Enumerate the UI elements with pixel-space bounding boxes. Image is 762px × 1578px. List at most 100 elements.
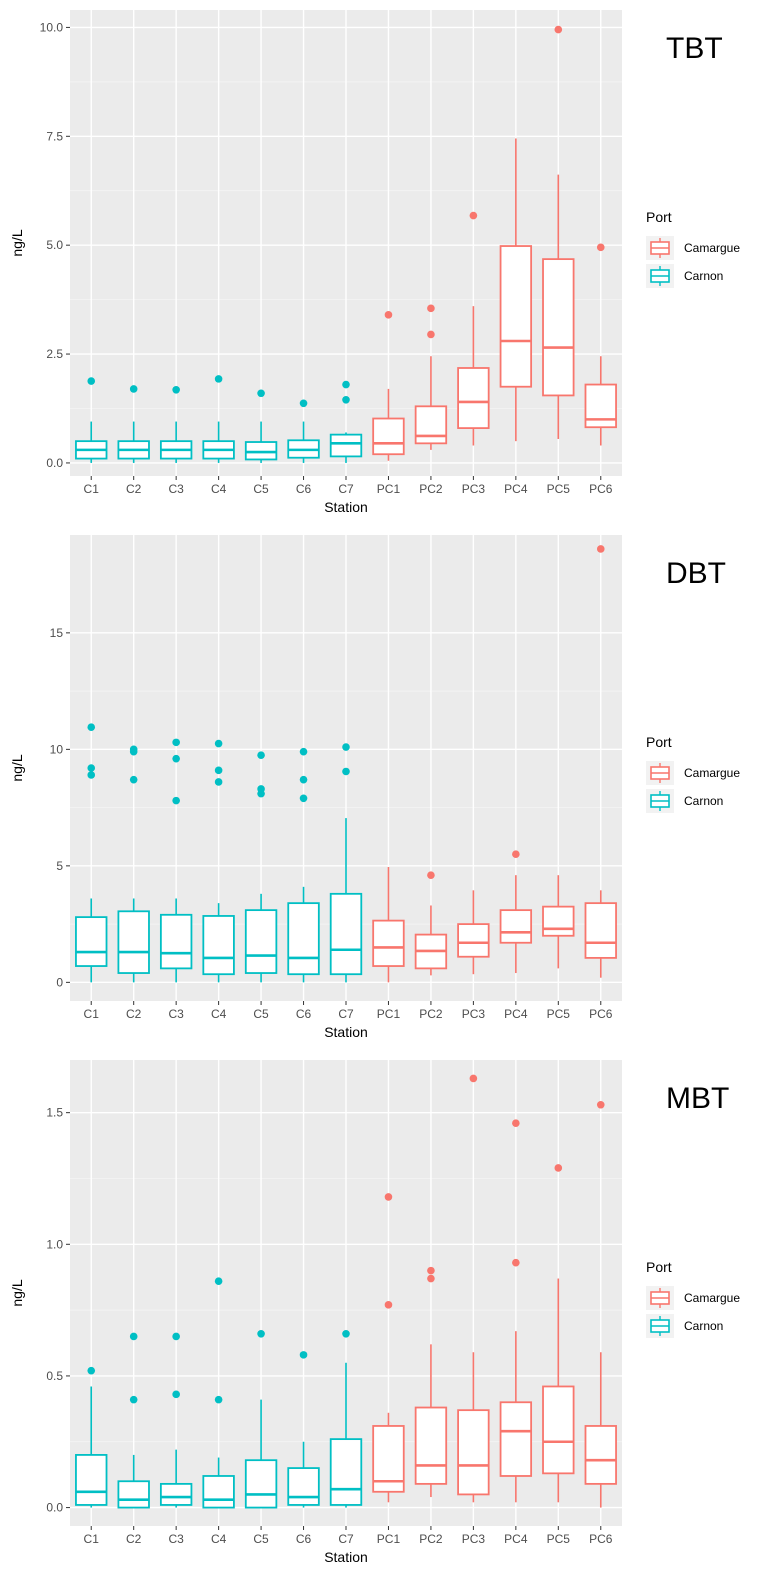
- outlier-point: [87, 1366, 96, 1375]
- x-axis-title: Station: [324, 1024, 368, 1040]
- box-body: [75, 1454, 108, 1506]
- box-body: [117, 910, 150, 974]
- x-tick-label: C4: [211, 1007, 227, 1021]
- x-tick-label: C2: [126, 482, 142, 496]
- box-pc1: [372, 867, 405, 983]
- outlier-point: [214, 778, 223, 786]
- outlier-point: [342, 767, 350, 776]
- panel-title: TBT: [666, 32, 723, 65]
- box-body: [584, 1425, 617, 1485]
- box-c7: [329, 380, 363, 463]
- y-tick-label: 7.5: [46, 129, 63, 143]
- outlier-point: [214, 1277, 223, 1285]
- x-tick-label: C6: [296, 1007, 312, 1021]
- x-tick-label: C3: [168, 482, 184, 496]
- box-pc5: [542, 1164, 575, 1503]
- x-tick-label: C5: [253, 1007, 269, 1021]
- y-tick-label: 1.0: [46, 1237, 63, 1251]
- outlier-point: [469, 211, 478, 220]
- x-tick-label: C1: [84, 1532, 100, 1546]
- x-tick-label: PC2: [419, 1007, 443, 1021]
- outlier-point: [299, 794, 308, 803]
- box-c4: [202, 375, 235, 463]
- legend: Port Camargue Carnon: [646, 209, 740, 288]
- outlier-point: [214, 375, 223, 383]
- outlier-point: [257, 1330, 265, 1338]
- outlier-point: [596, 545, 605, 553]
- box-body: [542, 1385, 575, 1475]
- outlier-point: [299, 747, 308, 756]
- x-tick-label: C3: [168, 1532, 184, 1546]
- box-c5: [244, 1330, 278, 1509]
- x-tick-label: C1: [84, 1007, 100, 1021]
- x-tick-label: PC3: [462, 482, 486, 496]
- outlier-point: [299, 775, 308, 784]
- outlier-point: [129, 775, 138, 784]
- outlier-point: [299, 399, 308, 408]
- box-body: [499, 245, 533, 388]
- box-pc3: [457, 211, 490, 446]
- outlier-point: [342, 395, 350, 404]
- legend-title: Port: [646, 1259, 672, 1275]
- outlier-point: [257, 785, 265, 793]
- x-tick-label: PC6: [589, 1532, 613, 1546]
- outlier-point: [87, 377, 96, 385]
- x-tick-label: PC3: [462, 1532, 486, 1546]
- outlier-point: [427, 1274, 435, 1283]
- box-c7: [329, 1330, 363, 1508]
- box-pc5: [542, 875, 575, 969]
- legend-label-camargue: Camargue: [684, 766, 740, 780]
- box-body: [584, 383, 617, 429]
- box-body: [372, 417, 405, 456]
- box-body: [329, 892, 363, 976]
- x-tick-label: PC2: [419, 482, 443, 496]
- outlier-point: [214, 739, 223, 748]
- box-c3: [159, 738, 193, 983]
- box-pc3: [457, 890, 490, 975]
- legend: Port Camargue Carnon: [646, 1259, 740, 1338]
- y-tick-label: 15: [50, 626, 64, 640]
- y-tick-label: 5: [56, 859, 63, 873]
- outlier-point: [342, 380, 350, 389]
- x-tick-label: PC1: [377, 1532, 401, 1546]
- box-c7: [329, 743, 363, 983]
- legend-label-camargue: Camargue: [684, 1291, 740, 1305]
- x-tick-label: C7: [338, 1532, 354, 1546]
- outlier-point: [129, 1395, 138, 1404]
- box-c4: [202, 739, 235, 983]
- x-tick-label: C2: [126, 1007, 142, 1021]
- outlier-point: [299, 1351, 308, 1359]
- box-c2: [117, 745, 150, 983]
- x-tick-label: PC6: [589, 482, 613, 496]
- x-tick-label: C3: [168, 1007, 184, 1021]
- y-tick-label: 10.0: [40, 20, 64, 34]
- outlier-point: [214, 766, 223, 775]
- outlier-point: [427, 871, 435, 879]
- box-body: [287, 902, 320, 976]
- box-pc2: [414, 1266, 448, 1498]
- box-pc6: [584, 545, 617, 978]
- outlier-point: [87, 723, 96, 732]
- box-body: [329, 1438, 363, 1506]
- outlier-point: [427, 304, 435, 313]
- box-c2: [117, 385, 150, 463]
- box-body: [414, 1406, 448, 1485]
- outlier-point: [257, 389, 265, 398]
- box-c5: [244, 751, 278, 983]
- box-body: [542, 905, 575, 937]
- box-c6: [287, 1351, 320, 1508]
- legend-label-camargue: Camargue: [684, 241, 740, 255]
- x-tick-label: C2: [126, 1532, 142, 1546]
- outlier-point: [342, 1330, 350, 1338]
- dbt-chart: 0 5 10 15 C1 C2 C3 C4 C5 C6 C7 PC1 PC2 PC3 PC4 PC5 PC6 St…: [9, 535, 740, 1040]
- box-body: [542, 258, 575, 397]
- outlier-point: [172, 1390, 180, 1399]
- box-c2: [117, 1332, 150, 1509]
- box-pc4: [499, 138, 533, 442]
- box-body: [202, 1475, 235, 1509]
- y-axis-title: ng/L: [9, 754, 25, 781]
- outlier-point: [214, 1395, 223, 1404]
- outlier-point: [172, 738, 180, 747]
- outlier-point: [596, 243, 605, 252]
- y-tick-label: 0: [56, 975, 63, 989]
